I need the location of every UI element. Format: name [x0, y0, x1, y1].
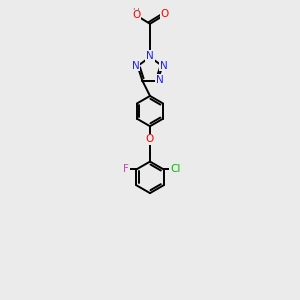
- Text: H: H: [132, 8, 139, 17]
- Text: O: O: [132, 11, 140, 20]
- Text: O: O: [146, 134, 154, 145]
- Text: F: F: [123, 164, 129, 175]
- Text: N: N: [146, 51, 154, 61]
- Text: N: N: [160, 61, 168, 70]
- Text: O: O: [160, 9, 169, 19]
- Text: N: N: [132, 61, 140, 70]
- Text: Cl: Cl: [170, 164, 180, 175]
- Text: N: N: [156, 75, 164, 85]
